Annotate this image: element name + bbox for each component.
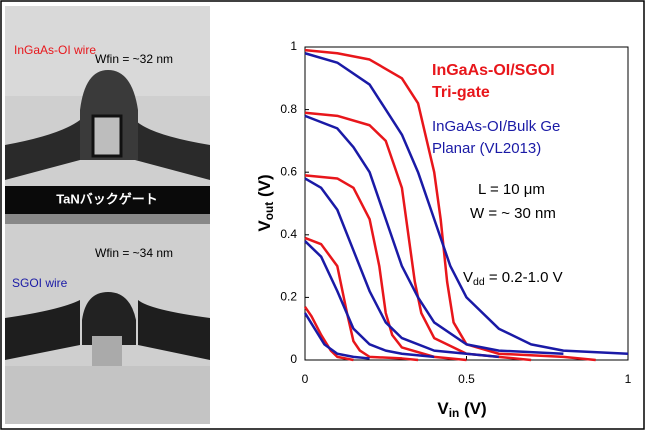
tem-image: InGaAs-OI wire Wfin = ~32 nm TaNバックゲート W…	[5, 6, 210, 424]
x-tick-label: 0.5	[458, 372, 475, 386]
y-tick-label: 0	[290, 352, 297, 366]
x-tick-label: 1	[625, 372, 632, 386]
y-axis-label-suffix: (V)	[255, 174, 274, 201]
annotation-suffix: = 0.2-1.0 V	[485, 269, 563, 286]
curve	[304, 114, 564, 355]
curve	[303, 306, 354, 362]
y-tick-label: 1	[290, 39, 297, 53]
gate-label: TaNバックゲート	[56, 191, 158, 206]
legend-entry: InGaAs-OI/SGOI Tri-gate	[432, 62, 555, 101]
curve	[304, 240, 435, 359]
y-tick-label: 0.8	[280, 102, 297, 116]
bottom-label: SGOI wire	[12, 276, 68, 290]
annotation-sub: dd	[473, 276, 485, 288]
annotation-main: W = ~ 30 nm	[470, 205, 556, 222]
curve	[304, 52, 629, 355]
curve	[304, 177, 499, 359]
x-axis-label-main: V	[437, 399, 449, 418]
y-tick-label: 0.4	[280, 227, 297, 241]
y-axis-label: Vout (V)	[255, 174, 276, 231]
curve	[304, 174, 467, 362]
top-width: Wfin = ~32 nm	[95, 52, 173, 66]
x-tick-label: 0	[302, 372, 309, 386]
y-tick-label: 0.2	[280, 290, 297, 304]
y-tick-label: 0.6	[280, 164, 297, 178]
legend-entry: InGaAs-OI/Bulk Ge Planar (VL2013)	[432, 118, 561, 157]
annotation-main: L = 10 μm	[478, 181, 545, 198]
y-axis-label-main: V	[255, 220, 274, 232]
y-axis-label-sub: out	[262, 202, 276, 221]
annotation: L = 10 μm	[478, 181, 545, 198]
x-axis-label: Vin (V)	[437, 399, 486, 420]
x-axis-label-suffix: (V)	[459, 399, 486, 418]
curve	[304, 236, 419, 362]
annotation: W = ~ 30 nm	[470, 205, 556, 222]
curve	[303, 312, 370, 360]
x-axis-label-sub: in	[449, 406, 460, 420]
annotation-main: V	[463, 269, 473, 286]
top-label: InGaAs-OI wire	[14, 43, 96, 57]
bottom-width: Wfin = ~34 nm	[95, 246, 173, 260]
annotation: Vdd = 0.2-1.0 V	[463, 269, 563, 288]
curve	[304, 48, 596, 362]
